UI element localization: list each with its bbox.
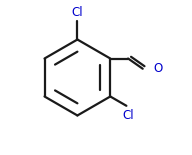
Text: Cl: Cl <box>72 6 83 19</box>
Text: O: O <box>154 62 163 75</box>
Text: Cl: Cl <box>122 109 134 122</box>
